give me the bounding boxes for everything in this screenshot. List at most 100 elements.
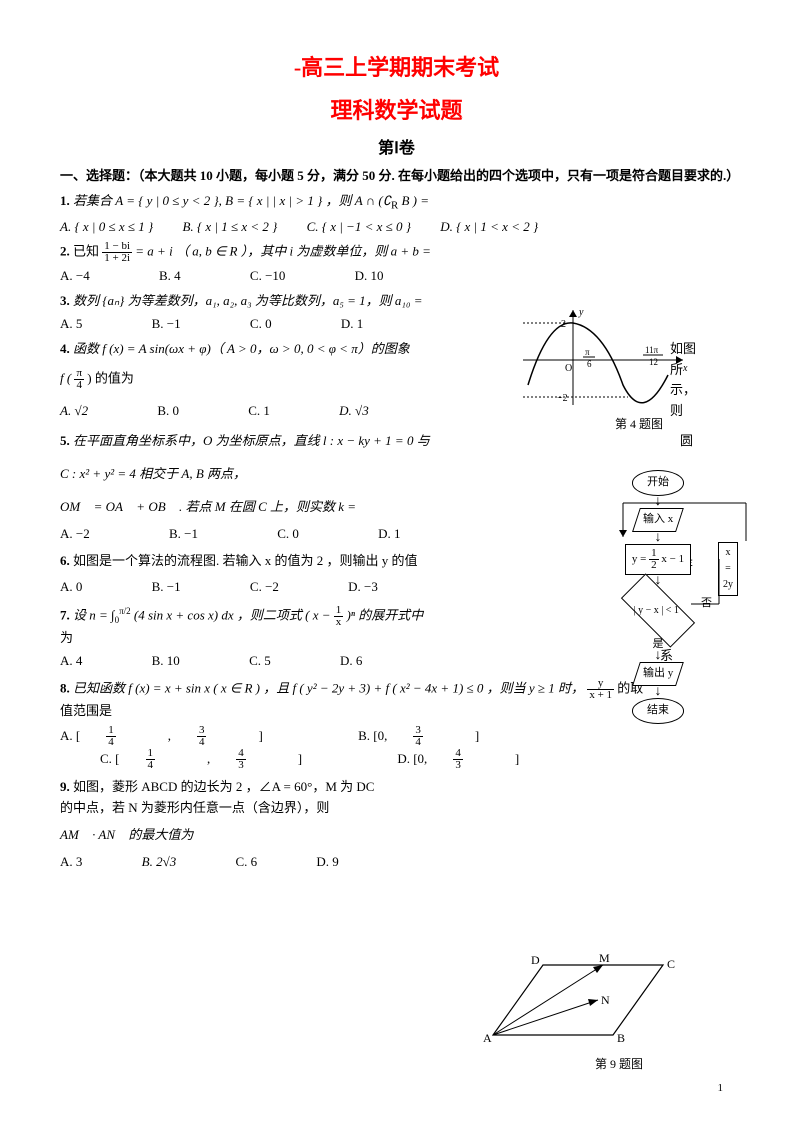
q6-optB: B. −1 xyxy=(152,577,181,598)
q3-num: 3. xyxy=(60,293,70,308)
arrow-icon: ↓ xyxy=(655,652,662,660)
flow-step1: y = 12 x − 1 xyxy=(625,544,691,575)
q2-optB: B. 4 xyxy=(159,266,181,287)
svg-text:D: D xyxy=(531,953,540,967)
q9-fig-label: 第 9 题图 xyxy=(595,1055,643,1074)
page-number: 1 xyxy=(718,1080,724,1098)
svg-text:A: A xyxy=(483,1031,492,1045)
q5-body-a: 在平面直角坐标系中，O 为坐标原点，直线 l : x − ky + 1 = 0 … xyxy=(73,433,430,448)
q4-num: 4. xyxy=(60,341,70,356)
question-4: 4. 函数 f (x) = A sin(ωx + φ)（ A > 0，ω > 0… xyxy=(60,339,490,422)
flow-output: 输出 y xyxy=(632,662,684,686)
q7-optD: D. 6 xyxy=(340,651,362,672)
q9-body-b: 的中点，若 N 为菱形内任意一点（含边界），则 xyxy=(60,798,440,819)
q7-optA: A. 4 xyxy=(60,651,82,672)
q7-int-lo: 0 xyxy=(115,615,120,625)
question-5: 5. 在平面直角坐标系中，O 为坐标原点，直线 l : x − ky + 1 =… xyxy=(60,431,480,544)
q2-frac-den: 1 + 2i xyxy=(102,253,132,264)
svg-text:12: 12 xyxy=(649,357,658,367)
q2-body-a: 已知 xyxy=(73,244,102,259)
svg-text:2: 2 xyxy=(561,319,566,330)
question-2: 2. 已知 1 − bi1 + 2i = a + i （ a, b ∈ R ），… xyxy=(60,241,733,287)
svg-text:y: y xyxy=(578,307,584,318)
svg-text:N: N xyxy=(601,993,610,1007)
q9-optD: D. 9 xyxy=(316,852,338,873)
q4-fd: 4 xyxy=(74,380,84,391)
question-1: 1. 若集合 A = { y | 0 ≤ y < 2 }, B = { x | … xyxy=(60,191,733,238)
q9-num: 9. xyxy=(60,779,70,794)
q1-optD: D. { x | 1 < x < 2 } xyxy=(440,217,538,238)
part-label: 第Ⅰ卷 xyxy=(60,136,733,162)
q3-body: 数列 {aₙ} 为等差数列，a₁, a₂, a₃ 为等比数列，a₅ = 1，则 … xyxy=(73,293,423,308)
q3-optA: A. 5 xyxy=(60,314,82,335)
q8-optD: D. [0, 43] xyxy=(397,748,545,771)
arrow-icon: ↓ xyxy=(655,688,662,696)
q9-body-a: 如图，菱形 ABCD 的边长为 2 ，∠A = 60°，M 为 DC xyxy=(73,779,374,794)
q8-optB: B. [0, 34] xyxy=(358,725,505,748)
section-heading: 一、选择题：（本大题共 10 小题，每小题 5 分，满分 50 分. 在每小题给… xyxy=(60,166,733,187)
q4-optD: D. √3 xyxy=(339,401,369,422)
q7-optB: B. 10 xyxy=(152,651,180,672)
q4-body-b: f ( xyxy=(60,370,74,385)
q7-body-a: 设 n = ∫ xyxy=(73,608,115,623)
q4-optC: C. 1 xyxy=(248,401,270,422)
q7-optC: C. 5 xyxy=(249,651,271,672)
q6-body-a: 如图是一个算法的流程图. 若输入 x 的值为 2 ，则输出 y 的值 xyxy=(73,553,418,568)
q6-optC: C. −2 xyxy=(250,577,279,598)
q1-body-b: B ) = xyxy=(398,193,429,208)
svg-text:11π: 11π xyxy=(645,345,659,355)
flow-end: 结束 xyxy=(632,698,684,724)
main-title: -高三上学期期末考试 xyxy=(60,50,733,85)
q8-body-a: 已知函数 f (x) = x + sin x ( x ∈ R ) ，且 f ( … xyxy=(73,680,584,695)
q4-optA: A. √2 xyxy=(60,401,88,422)
svg-text:B: B xyxy=(617,1031,625,1045)
q2-optD: D. 10 xyxy=(355,266,384,287)
q5-optC: C. 0 xyxy=(277,524,299,545)
q3-optB: B. −1 xyxy=(152,314,181,335)
svg-text:−2: −2 xyxy=(557,393,568,404)
q9-figure: A B C D M N xyxy=(473,950,693,1060)
flow-start: 开始 xyxy=(632,470,684,496)
svg-text:O: O xyxy=(565,363,572,374)
q4-figure: 2 −2 O y x π 6 11π 12 xyxy=(513,305,693,415)
q9-optB: B. 2√3 xyxy=(142,852,177,873)
svg-text:C: C xyxy=(667,957,675,971)
q4-fn: π xyxy=(74,368,84,380)
q5-optA: A. −2 xyxy=(60,524,90,545)
q7-body-b: (4 sin x + cos x) dx ，则二项式 ( x − xyxy=(134,608,334,623)
question-9: 9. 如图，菱形 ABCD 的边长为 2 ，∠A = 60°，M 为 DC 的中… xyxy=(60,777,440,872)
q9-optC: C. 6 xyxy=(235,852,257,873)
q2-optA: A. −4 xyxy=(60,266,90,287)
q7-body-d: 为 xyxy=(60,628,480,649)
q4-body-c: ) 的值为 xyxy=(87,370,134,385)
q6-num: 6. xyxy=(60,553,70,568)
q5-body-b: C : x² + y² = 4 相交于 A, B 两点， xyxy=(60,464,480,485)
q5-num: 5. xyxy=(60,433,70,448)
sub-title: 理科数学试题 xyxy=(60,93,733,128)
q5-body-c: OM⃗ = OA⃗ + OB⃗ . 若点 M 在圆 C 上，则实数 k = xyxy=(60,497,480,518)
q8-optA: A. [14, 34] xyxy=(60,725,289,748)
q1-body-a: 若集合 A = { y | 0 ≤ y < 2 }, B = { x | | x… xyxy=(73,193,391,208)
q8-num: 8. xyxy=(60,680,70,695)
question-6: 6. 如图是一个算法的流程图. 若输入 x 的值为 2 ，则输出 y 的值 是 … xyxy=(60,551,480,599)
q9-body-c: AM⃗ · AN⃗ 的最大值为 xyxy=(60,825,440,846)
q4-fig-label: 第 4 题图 xyxy=(615,415,663,434)
q5-optB: B. −1 xyxy=(169,524,198,545)
q4-optB: B. 0 xyxy=(157,401,179,422)
q3-optD: D. 1 xyxy=(341,314,363,335)
q1-optA: A. { x | 0 ≤ x ≤ 1 } xyxy=(60,217,153,238)
q5-right: 圆 xyxy=(680,431,693,452)
q6-flowchart: 开始 ↓ 输入 x ↓ y = 12 x − 1 ↓ | y − x | < 1… xyxy=(588,470,728,724)
q2-optC: C. −10 xyxy=(250,266,286,287)
q1-optB: B. { x | 1 ≤ x < 2 } xyxy=(182,217,277,238)
q7-fd: x xyxy=(334,617,344,628)
svg-text:π: π xyxy=(585,347,590,357)
q7-int-hi: π/2 xyxy=(119,606,131,616)
q1-num: 1. xyxy=(60,193,70,208)
q4-body-a: 函数 f (x) = A sin(ωx + φ)（ A > 0，ω > 0, 0… xyxy=(73,341,410,356)
svg-text:M: M xyxy=(599,951,610,965)
q3-optC: C. 0 xyxy=(250,314,272,335)
svg-text:x: x xyxy=(682,363,688,374)
q9-optA: A. 3 xyxy=(60,852,82,873)
q6-optD: D. −3 xyxy=(348,577,378,598)
